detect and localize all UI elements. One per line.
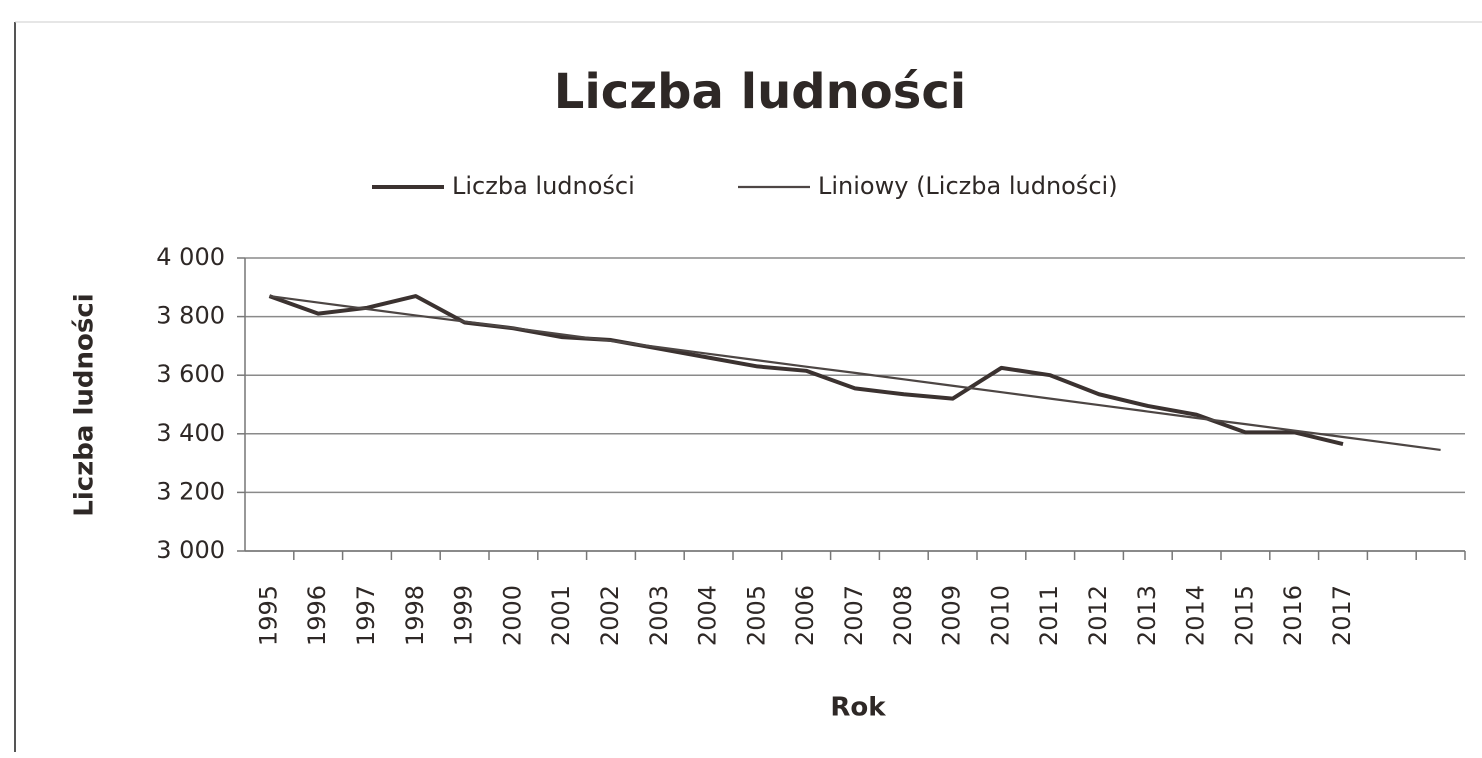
legend-label: Liniowy (Liczba ludności) — [818, 172, 1118, 200]
x-axis-title: Rok — [830, 693, 886, 723]
x-tick-label: 2003 — [645, 585, 673, 646]
x-tick-label: 2005 — [742, 585, 770, 646]
x-tick-label: 2011 — [1035, 585, 1063, 646]
x-tick-label: 2002 — [596, 585, 624, 646]
x-tick-label: 2000 — [498, 585, 526, 646]
y-tick-label: 3 400 — [156, 419, 225, 447]
y-tick-label: 4 000 — [156, 243, 225, 271]
x-tick-label: 1998 — [401, 585, 429, 646]
y-axis-title: Liczba ludności — [70, 293, 100, 516]
y-tick-label: 3 000 — [156, 536, 225, 564]
y-tick-label: 3 200 — [156, 477, 225, 505]
x-tick-label: 1997 — [352, 585, 380, 646]
x-tick-label: 2017 — [1328, 585, 1356, 646]
x-tick-label: 2015 — [1230, 585, 1258, 646]
x-tick-label: 2001 — [547, 585, 575, 646]
x-tick-label: 2008 — [889, 585, 917, 646]
x-tick-label: 2004 — [694, 585, 722, 646]
x-tick-label: 2010 — [986, 585, 1014, 646]
x-tick-label: 2006 — [791, 585, 819, 646]
x-tick-label: 2014 — [1182, 585, 1210, 646]
x-tick-label: 2007 — [840, 585, 868, 646]
x-tick-label: 2012 — [1084, 585, 1112, 646]
data-line — [268, 294, 1344, 446]
y-tick-label: 3 800 — [156, 302, 225, 330]
y-tick-label: 3 600 — [156, 360, 225, 388]
legend-label: Liczba ludności — [452, 172, 635, 200]
x-tick-label: 2013 — [1133, 585, 1161, 646]
chart-title: Liczba ludności — [554, 64, 967, 120]
trend-line — [269, 294, 1441, 452]
x-tick-label: 2009 — [938, 585, 966, 646]
x-tick-label: 2016 — [1279, 585, 1307, 646]
x-tick-label: 1996 — [303, 585, 331, 646]
x-tick-label: 1995 — [254, 585, 282, 646]
x-tick-label: 1999 — [450, 585, 478, 646]
